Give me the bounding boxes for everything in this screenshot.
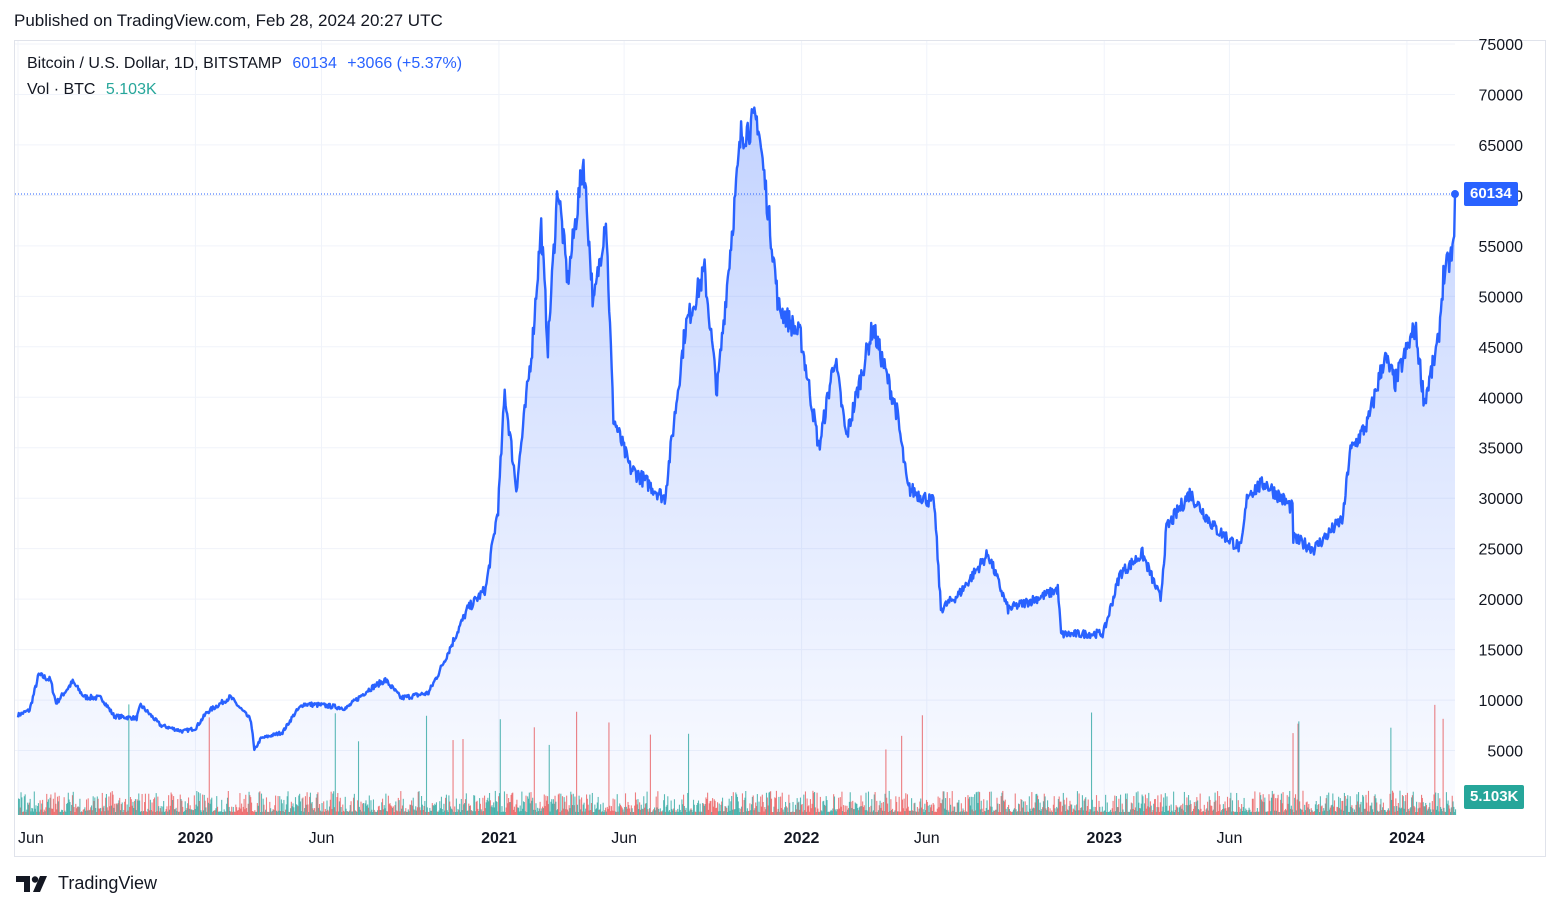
volume-label: Vol · BTC	[27, 81, 96, 98]
price-axis: 5000 10000 15000 20000 25000 30000 35000 40000 4…	[1479, 37, 1524, 761]
volume-badge: 5.103K	[1464, 785, 1525, 809]
time-axis: Jun 2020 Jun 2021 Jun 2022 Jun 2023 Jun 2024	[18, 830, 1425, 847]
price-area-fill	[18, 107, 1455, 816]
y-tick-label: 25000	[1479, 542, 1524, 559]
y-tick-label: 45000	[1479, 340, 1524, 357]
legend-volume: Vol · BTC 5.103K	[27, 81, 163, 99]
y-tick-label: 65000	[1479, 138, 1524, 155]
volume-bar	[1455, 809, 1457, 815]
x-tick-label: 2021	[481, 830, 517, 847]
tradingview-logo-icon	[16, 875, 47, 892]
x-tick-label: Jun	[1217, 830, 1243, 847]
price-area	[15, 106, 1459, 816]
y-tick-label: 50000	[1479, 289, 1524, 306]
x-tick-label: Jun	[611, 830, 637, 847]
price-line	[16, 106, 1457, 752]
y-tick-label: 10000	[1479, 693, 1524, 710]
x-tick-label: 2023	[1086, 830, 1122, 847]
x-tick-label: 2020	[178, 830, 214, 847]
x-tick-label: 2024	[1389, 830, 1425, 847]
y-tick-label: 35000	[1479, 441, 1524, 458]
x-tick-label: 2022	[784, 830, 820, 847]
y-tick-label: 15000	[1479, 643, 1524, 660]
y-tick-label: 40000	[1479, 390, 1524, 407]
y-tick-label: 20000	[1479, 592, 1524, 609]
legend-main: Bitcoin / U.S. Dollar, 1D, BITSTAMP 6013…	[27, 55, 468, 73]
y-tick-label: 5000	[1487, 744, 1523, 761]
published-note: Published on TradingView.com, Feb 28, 20…	[14, 11, 443, 30]
x-tick-label: Jun	[18, 830, 44, 847]
chart-frame	[14, 40, 1546, 857]
last-price: 60134	[292, 55, 337, 72]
y-tick-label: 55000	[1479, 239, 1524, 256]
footer-brand-text: TradingView	[58, 873, 158, 893]
last-price-marker	[1451, 190, 1459, 199]
price-change: +3066 (+5.37%)	[347, 55, 463, 72]
y-tick-label: 30000	[1479, 491, 1524, 508]
y-tick-label: 75000	[1479, 37, 1524, 54]
last-price-badge: 60134	[1464, 182, 1518, 207]
x-tick-label: Jun	[309, 830, 335, 847]
symbol-label: Bitcoin / U.S. Dollar, 1D, BITSTAMP	[27, 55, 282, 72]
x-tick-label: Jun	[914, 830, 940, 847]
footer-brand[interactable]: TradingView	[16, 873, 157, 894]
y-tick-label: 70000	[1479, 87, 1524, 104]
volume-value: 5.103K	[105, 81, 157, 98]
